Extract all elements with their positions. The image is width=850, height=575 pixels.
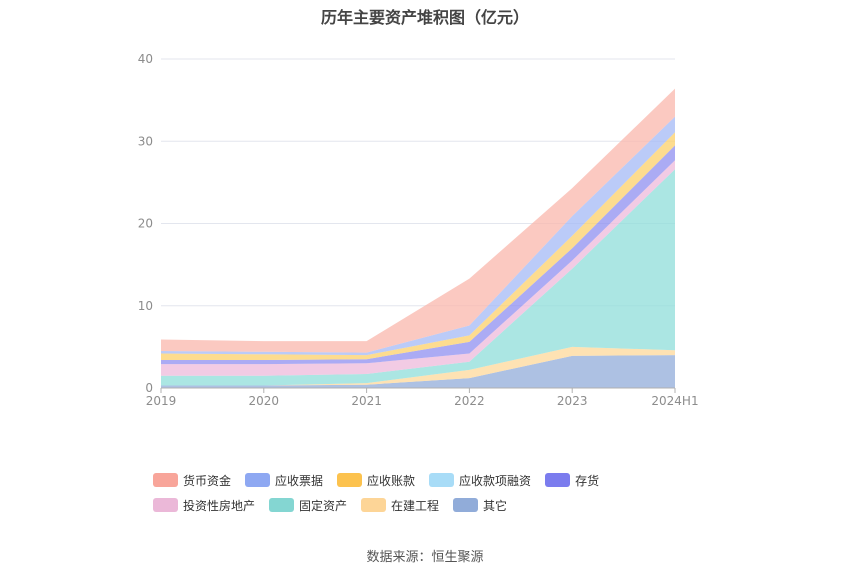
area-series <box>161 88 675 388</box>
legend-swatch <box>153 473 178 487</box>
legend-item[interactable]: 其它 <box>453 497 507 513</box>
legend-label: 固定资产 <box>299 498 348 513</box>
y-tick-label: 10 <box>138 299 153 313</box>
area-series-6 <box>161 132 675 360</box>
area-series-2 <box>161 169 675 386</box>
y-tick-label: 20 <box>138 217 153 231</box>
legend-item[interactable]: 应收款项融资 <box>429 472 531 488</box>
x-tick-label: 2020 <box>249 394 280 408</box>
legend-item[interactable]: 货币资金 <box>153 472 231 488</box>
legend-swatch <box>337 473 363 487</box>
legend-swatch <box>269 498 295 512</box>
y-tick-label: 30 <box>138 134 153 148</box>
y-tick-label: 0 <box>145 381 153 395</box>
x-tick-label: 2019 <box>146 394 177 408</box>
legend-swatch <box>245 473 271 487</box>
legend-swatch <box>429 473 455 487</box>
legend-swatch <box>361 498 387 512</box>
legend-label: 应收票据 <box>275 473 324 488</box>
legend-label: 投资性房地产 <box>183 498 256 513</box>
legend-swatch <box>453 498 479 512</box>
legend-item[interactable]: 固定资产 <box>269 497 347 513</box>
legend-label: 存货 <box>575 473 600 488</box>
legend-item[interactable]: 投资性房地产 <box>153 497 255 513</box>
area-series-4 <box>161 145 675 365</box>
legend-label: 应收账款 <box>367 473 416 488</box>
legend-item[interactable]: 应收票据 <box>245 472 323 488</box>
x-tick-label: 2023 <box>557 394 588 408</box>
data-source: 数据来源：恒生聚源 <box>366 550 484 565</box>
x-tick-label: 2024H1 <box>651 394 698 408</box>
area-series-1 <box>161 346 675 386</box>
area-series-3 <box>161 160 675 376</box>
legend-swatch <box>153 498 178 512</box>
legend-label: 其它 <box>483 498 508 513</box>
axes: 0 10 20 30 40 2019 2020 2021 2022 2023 2024H1 <box>138 52 699 408</box>
legend-swatch <box>545 473 571 487</box>
chart-title: 历年主要资产堆积图（亿元） <box>320 8 529 27</box>
legend-item[interactable]: 应收账款 <box>337 472 415 488</box>
y-tick-label: 40 <box>138 52 153 66</box>
x-tick-label: 2021 <box>351 394 382 408</box>
x-tick-label: 2022 <box>454 394 485 408</box>
legend: 货币资金 应收票据 应收账款 应收款项融资 存货投资性房地产 固定资产 在建工程 其它 <box>153 472 713 513</box>
area-series-0 <box>161 355 675 388</box>
legend-item[interactable]: 存货 <box>545 472 599 488</box>
legend-label: 货币资金 <box>183 473 232 488</box>
legend-label: 在建工程 <box>391 498 440 513</box>
legend-item[interactable]: 在建工程 <box>361 497 439 513</box>
legend-label: 应收款项融资 <box>459 473 532 488</box>
